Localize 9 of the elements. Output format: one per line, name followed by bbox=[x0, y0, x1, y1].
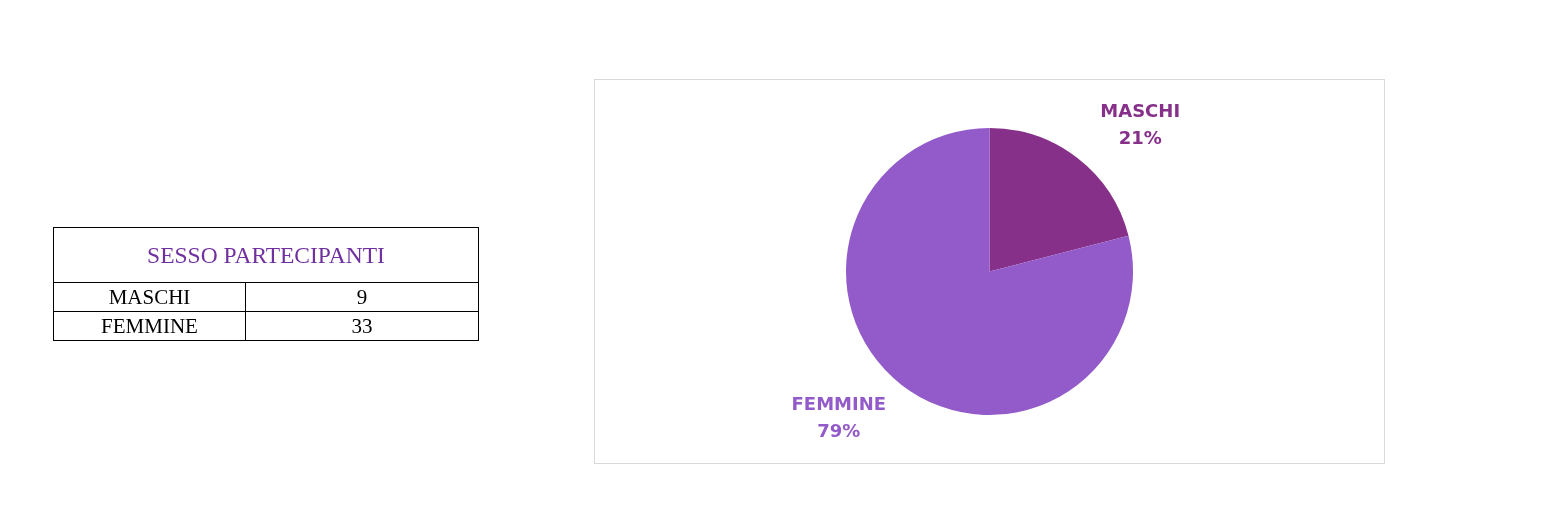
data-label: 33 bbox=[245, 311, 479, 341]
data-label: 21% bbox=[1118, 126, 1162, 148]
category-label: MASCHI bbox=[53, 282, 246, 312]
slice-label: FEMMINE bbox=[791, 392, 887, 414]
slice-label: MASCHI bbox=[1100, 99, 1181, 121]
data-label: 79% bbox=[817, 419, 861, 441]
category-label: FEMMINE bbox=[53, 311, 246, 341]
text: SESSO PARTECIPANTI bbox=[53, 227, 479, 283]
data-label: 9 bbox=[245, 282, 479, 312]
